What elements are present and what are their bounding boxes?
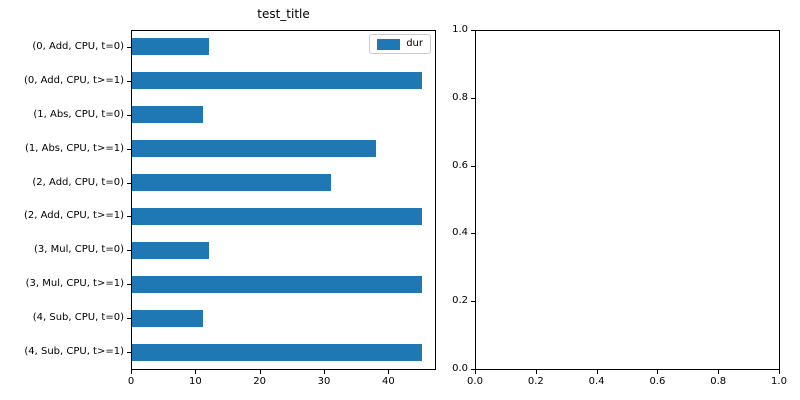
- x-axis-tick: [718, 370, 720, 374]
- y-axis-tick: [471, 30, 475, 31]
- y-axis-tick: [127, 80, 131, 82]
- x-axis-tick: [324, 370, 326, 374]
- bar-3: [132, 140, 377, 158]
- y-tick-label: 0.0: [452, 363, 468, 374]
- y-axis-tick: [127, 250, 131, 252]
- bar-0: [132, 38, 210, 56]
- y-tick-label: (1, Abs, CPU, t>=1): [24, 142, 124, 154]
- legend: dur: [369, 34, 431, 54]
- x-axis-tick: [131, 370, 132, 374]
- x-tick-label: 10: [188, 376, 202, 387]
- y-tick-label: (4, Sub, CPU, t>=1): [24, 346, 124, 358]
- bar-chart-title: test_title: [257, 7, 310, 21]
- x-axis-tick: [388, 370, 390, 374]
- y-axis-tick: [471, 369, 475, 370]
- bar-8: [132, 309, 203, 327]
- bar-2: [132, 106, 203, 124]
- y-axis-tick: [127, 318, 131, 320]
- y-tick-label: (3, Mul, CPU, t=0): [34, 244, 124, 256]
- x-tick-label: 0.2: [527, 376, 544, 387]
- x-tick-label: 0.8: [710, 376, 727, 387]
- y-tick-label: 0.6: [452, 159, 468, 171]
- x-tick-label: 1.0: [771, 376, 787, 387]
- y-tick-label: (4, Sub, CPU, t=0): [32, 312, 124, 324]
- y-tick-label: (1, Abs, CPU, t=0): [33, 108, 124, 120]
- y-axis-tick: [127, 182, 131, 184]
- x-axis-tick: [657, 370, 659, 374]
- y-axis-tick: [471, 165, 475, 167]
- bar-9: [132, 343, 422, 361]
- x-tick-label: 0.6: [649, 376, 666, 387]
- y-axis-tick: [471, 301, 475, 303]
- y-axis-tick: [127, 216, 131, 218]
- x-tick-label: 0.4: [588, 376, 605, 387]
- x-tick-label: 40: [381, 376, 395, 387]
- x-axis-tick: [596, 370, 598, 374]
- y-tick-label: (2, Add, CPU, t=0): [32, 176, 124, 188]
- y-axis-tick: [127, 352, 131, 354]
- bar-chart-plot-area: dur: [131, 30, 436, 370]
- y-axis-tick: [127, 46, 131, 48]
- bar-7: [132, 275, 422, 293]
- legend-entry-dur: dur: [406, 38, 423, 49]
- bar-6: [132, 241, 210, 259]
- x-tick-label: 20: [253, 376, 267, 387]
- y-tick-label: (2, Add, CPU, t>=1): [24, 210, 124, 222]
- y-axis-tick: [127, 114, 131, 116]
- x-tick-label: 30: [317, 376, 331, 387]
- y-axis-tick: [127, 148, 131, 150]
- x-axis-tick: [535, 370, 537, 374]
- x-tick-label: 0: [127, 376, 135, 387]
- bar-1: [132, 72, 422, 90]
- y-tick-label: (0, Add, CPU, t=0): [32, 40, 124, 52]
- x-axis-tick: [195, 370, 197, 374]
- y-axis-tick: [127, 284, 131, 286]
- x-axis-tick: [779, 370, 780, 374]
- x-tick-label: 0.0: [467, 376, 483, 387]
- y-tick-label: (0, Add, CPU, t>=1): [24, 74, 124, 86]
- bar-5: [132, 207, 422, 225]
- x-axis-tick: [475, 370, 476, 374]
- y-tick-label: 1.0: [452, 24, 468, 35]
- legend-swatch-icon: [377, 38, 401, 50]
- y-axis-tick: [471, 233, 475, 235]
- y-tick-label: 0.2: [452, 295, 468, 307]
- empty-plot-area: [475, 30, 780, 370]
- y-tick-label: (3, Mul, CPU, t>=1): [25, 278, 124, 290]
- y-tick-label: 0.8: [452, 91, 468, 103]
- bar-4: [132, 174, 332, 192]
- x-axis-tick: [259, 370, 261, 374]
- y-tick-label: 0.4: [452, 227, 468, 239]
- y-axis-tick: [471, 97, 475, 99]
